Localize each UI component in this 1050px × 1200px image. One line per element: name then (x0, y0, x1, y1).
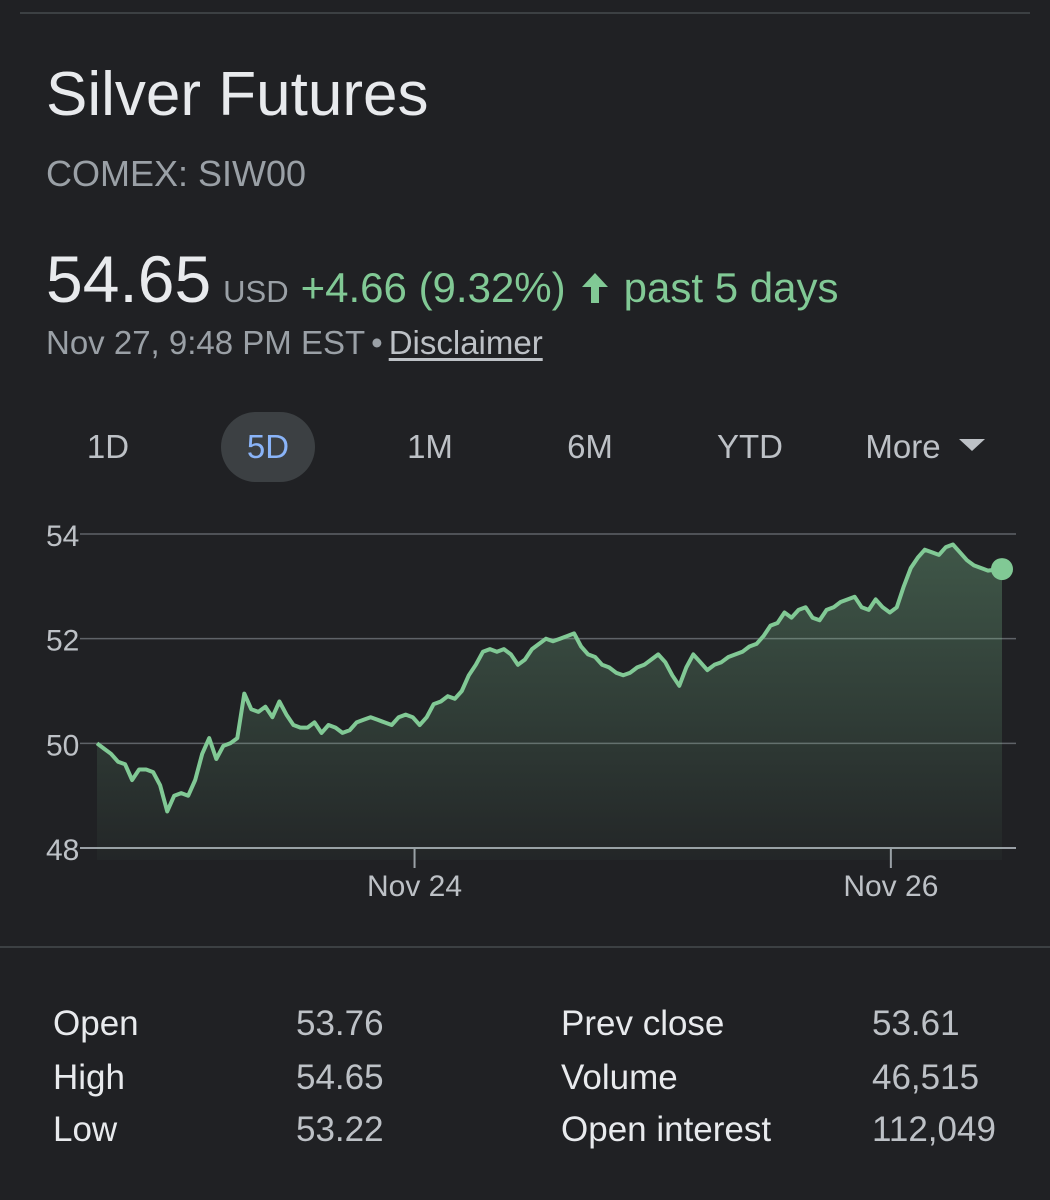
x-tick-label: Nov 24 (367, 870, 462, 903)
chart-area-fill (97, 544, 1002, 860)
stat-label-volume: Volume (561, 1058, 678, 1097)
chevron-down-icon (958, 439, 985, 452)
stat-label-open-interest: Open interest (561, 1110, 772, 1149)
range-tab-1d[interactable]: 1D (86, 428, 130, 465)
change-period: past 5 days (623, 264, 839, 311)
y-tick-label: 48 (46, 834, 79, 867)
price-change: +4.66 (9.32%) (300, 264, 566, 311)
stat-label-low: Low (53, 1110, 118, 1149)
stat-value-open: 53.76 (296, 1004, 384, 1043)
stat-value-volume: 46,515 (872, 1058, 980, 1097)
current-price: 54.65 (46, 242, 212, 316)
y-tick-label: 52 (46, 625, 79, 658)
stat-value-prev-close: 53.61 (872, 1004, 960, 1043)
stat-value-high: 54.65 (296, 1058, 384, 1097)
range-more-dropdown[interactable]: More (850, 412, 1000, 482)
chart-last-point (991, 558, 1013, 581)
range-tab-6m[interactable]: 6M (567, 428, 613, 465)
range-tab-1m[interactable]: 1M (407, 428, 453, 465)
chart-series-line (95, 542, 1003, 814)
arrow-up-icon (578, 270, 612, 306)
stat-label-high: High (53, 1058, 125, 1097)
stat-label-prev-close: Prev close (561, 1004, 725, 1043)
section-divider (0, 946, 1050, 948)
range-selector: 1D 5D 1M 6M YTD More (60, 412, 1020, 482)
currency-label: USD (223, 274, 289, 309)
range-tab-ytd[interactable]: YTD (717, 428, 783, 465)
quote-row: 54.65 USD +4.66 (9.32%) past 5 days (46, 246, 838, 312)
stat-value-low: 53.22 (296, 1110, 384, 1149)
stat-label-open: Open (53, 1004, 139, 1043)
range-more-label: More (865, 428, 941, 465)
price-chart[interactable]: 54 52 50 48 Nov 24 Nov 26 (0, 500, 1050, 920)
x-tick-label: Nov 26 (843, 870, 938, 903)
timestamp: Nov 27, 9:48 PM EST (46, 324, 366, 361)
range-tab-5d[interactable]: 5D (221, 412, 315, 482)
page-title: Silver Futures (46, 60, 429, 129)
timestamp-row: Nov 27, 9:48 PM EST • Disclaimer (46, 326, 543, 359)
top-divider (20, 12, 1030, 14)
y-tick-label: 50 (46, 729, 79, 762)
ticker-symbol: COMEX: SIW00 (46, 153, 307, 194)
stat-value-open-interest: 112,049 (872, 1110, 996, 1149)
disclaimer-link[interactable]: Disclaimer (388, 324, 543, 361)
separator-dot: • (371, 324, 383, 361)
y-tick-label: 54 (46, 520, 79, 553)
